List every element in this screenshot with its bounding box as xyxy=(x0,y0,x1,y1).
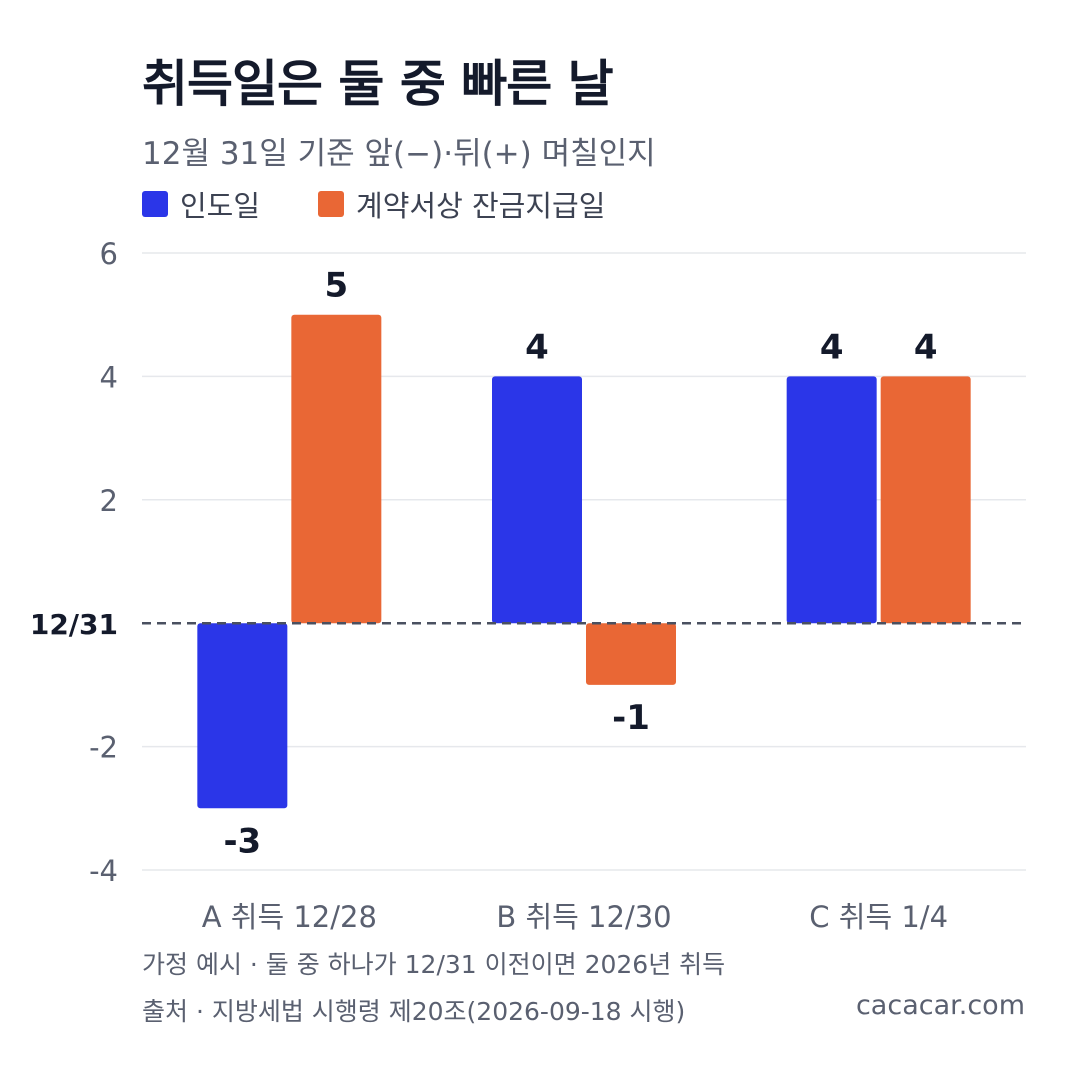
y-tick-label: 2 xyxy=(100,484,118,518)
x-tick-label: A 취득 12/28 xyxy=(202,900,377,934)
bar-series0 xyxy=(786,376,877,624)
data-label: -1 xyxy=(612,698,650,738)
bar-series0 xyxy=(197,623,288,809)
legend-label-series0: 인도일 xyxy=(180,189,261,223)
y-tick-label: 4 xyxy=(100,360,118,394)
legend-label-series1: 계약서상 잔금지급일 xyxy=(356,189,606,223)
data-label: 5 xyxy=(324,266,348,306)
x-tick-label: B 취득 12/30 xyxy=(496,900,671,934)
y-tick-label: 6 xyxy=(100,237,118,271)
source-note: 출처 · 지방세법 시행령 제20조(2026-09-18 시행) xyxy=(142,997,686,1026)
bar-series0 xyxy=(492,376,582,624)
legend-item-series0: 인도일 xyxy=(142,183,260,225)
chart-title: 취득일은 둘 중 빠른 날 xyxy=(142,55,614,113)
data-label: 4 xyxy=(820,327,844,367)
bar-series1 xyxy=(880,376,971,624)
data-label: -3 xyxy=(223,821,261,861)
bar-series1 xyxy=(586,623,676,685)
legend-swatch-series1 xyxy=(318,191,345,217)
data-label: 4 xyxy=(914,327,938,367)
data-label: 4 xyxy=(525,327,549,367)
y-tick-label-baseline: 12/31 xyxy=(30,608,118,641)
legend-swatch-series0 xyxy=(142,191,168,217)
legend-item-series1: 계약서상 잔금지급일 xyxy=(318,183,605,225)
footnote: 가정 예시 · 둘 중 하나가 12/31 이전이면 2026년 취득 xyxy=(142,950,726,979)
y-tick-label: -2 xyxy=(89,731,118,765)
chart-subtitle: 12월 31일 기준 앞(−)·뒤(+) 며칠인지 xyxy=(142,136,656,172)
legend: 인도일 계약서상 잔금지급일 xyxy=(142,184,663,224)
x-tick-label: C 취득 1/4 xyxy=(809,900,948,934)
site-credit: cacacar.com xyxy=(855,990,1025,1021)
y-tick-label: -4 xyxy=(89,854,118,888)
bar-series1 xyxy=(291,314,382,624)
